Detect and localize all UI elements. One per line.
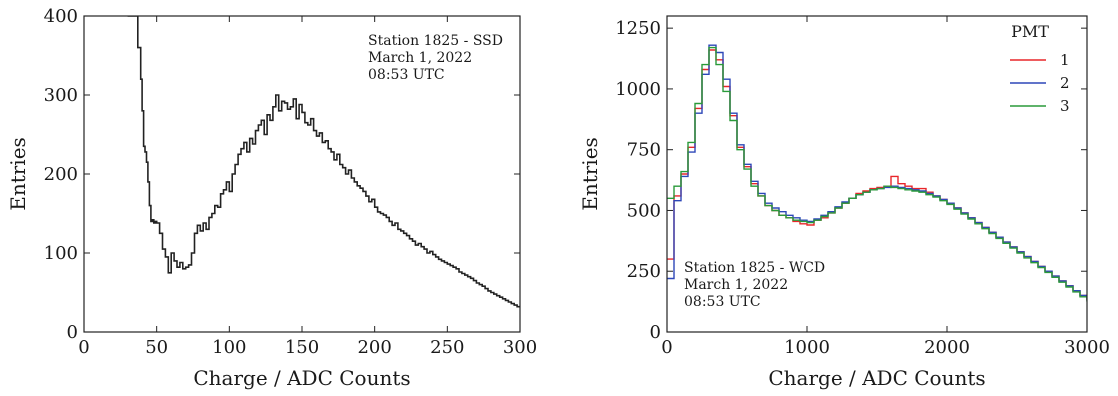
legend-label-1: 1 — [1060, 51, 1070, 69]
wcd-annotation-line-3: 08:53 UTC — [684, 294, 761, 310]
ssd-y-tick-label: 0 — [67, 322, 78, 343]
ssd-annotation-line-2: March 1, 2022 — [368, 50, 472, 66]
ssd-axis-ticks: 0 50 100 150 200 250 300 0 100 200 300 400 — [44, 6, 538, 358]
ssd-x-tick-label: 200 — [357, 337, 391, 358]
wcd-axis-ticks: 0 1000 2000 3000 0 250 500 750 1000 1250 — [615, 16, 1110, 358]
wcd-histogram-panel: 0 1000 2000 3000 0 250 500 750 1000 1250 Charge /… — [578, 15, 1110, 390]
wcd-y-tick-label: 0 — [650, 322, 661, 343]
ssd-y-axis-label: Entries — [6, 137, 30, 211]
pmt-legend: PMT 1 2 3 — [1010, 22, 1070, 115]
wcd-y-tick-label: 1250 — [615, 18, 661, 39]
ssd-x-tick-label: 300 — [503, 337, 537, 358]
ssd-histogram-panel: 0 50 100 150 200 250 300 0 100 200 300 400 Charge /… — [6, 6, 537, 390]
ssd-y-tick-label: 200 — [44, 164, 78, 185]
wcd-annotation-line-2: March 1, 2022 — [684, 277, 788, 293]
wcd-y-tick-label: 1000 — [615, 79, 661, 100]
ssd-annotation-line-1: Station 1825 - SSD — [368, 33, 503, 49]
wcd-x-tick-label: 1000 — [784, 337, 830, 358]
ssd-plot-area — [127, 16, 520, 308]
legend-items: 1 2 3 — [1010, 51, 1070, 115]
wcd-y-tick-label: 500 — [627, 200, 661, 221]
wcd-x-tick-label: 2000 — [924, 337, 970, 358]
wcd-y-tick-label: 750 — [627, 140, 661, 161]
ssd-x-tick-label: 0 — [78, 337, 89, 358]
wcd-plot-frame — [666, 15, 1088, 333]
wcd-annotation-line-1: Station 1825 - WCD — [684, 260, 825, 276]
legend-title: PMT — [1011, 22, 1049, 41]
ssd-series-line — [127, 16, 520, 308]
wcd-y-tick-label: 250 — [627, 261, 661, 282]
ssd-x-tick-label: 150 — [285, 337, 319, 358]
wcd-x-tick-label: 0 — [661, 337, 672, 358]
ssd-x-tick-label: 100 — [212, 337, 246, 358]
wcd-x-tick-label: 3000 — [1064, 337, 1110, 358]
ssd-x-tick-label: 50 — [145, 337, 168, 358]
wcd-series-line-3 — [667, 46, 1087, 302]
legend-label-3: 3 — [1060, 97, 1070, 115]
ssd-y-tick-label: 300 — [44, 85, 78, 106]
wcd-y-axis-label: Entries — [578, 137, 602, 211]
wcd-plot-area — [667, 44, 1087, 302]
legend-label-2: 2 — [1060, 74, 1070, 92]
ssd-y-tick-label: 100 — [44, 243, 78, 264]
ssd-annotation-line-3: 08:53 UTC — [368, 67, 445, 83]
ssd-y-tick-label: 400 — [44, 6, 78, 27]
ssd-x-axis-label: Charge / ADC Counts — [193, 366, 410, 390]
wcd-x-axis-label: Charge / ADC Counts — [768, 366, 985, 390]
ssd-x-tick-label: 250 — [430, 337, 464, 358]
